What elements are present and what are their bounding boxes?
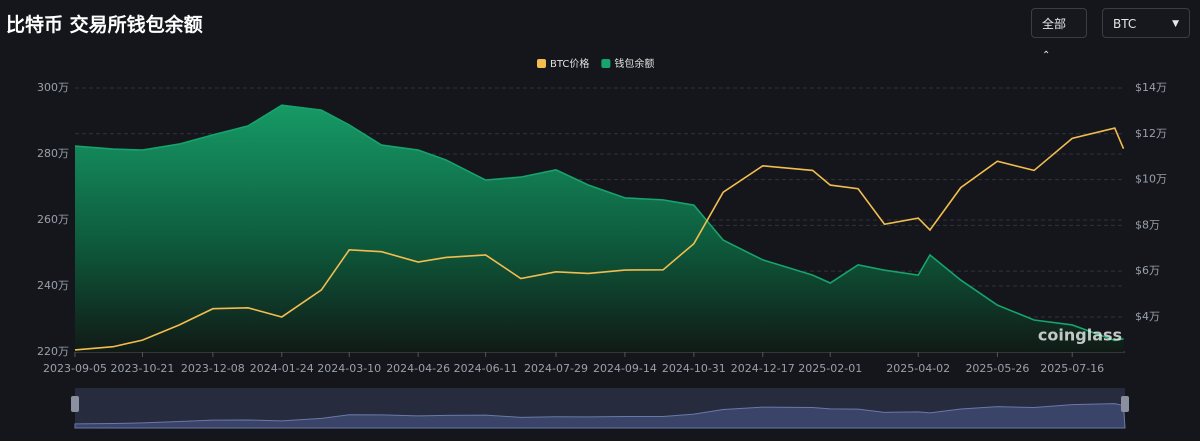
x-tick-label: 2024-06-11 xyxy=(454,362,518,375)
line xyxy=(74,104,1124,342)
x-tick-label: 2024-07-29 xyxy=(524,362,588,375)
range-select[interactable]: 全部 ⌃ xyxy=(1031,8,1087,61)
x-tick-label: 2025-05-26 xyxy=(965,362,1029,375)
navigator-area xyxy=(74,403,1126,429)
x-tick-label: 2024-12-17 xyxy=(731,362,795,375)
y-tick-label: 260万 xyxy=(37,213,69,226)
y2-tick-label: $14万 xyxy=(1135,81,1167,94)
x-tick-label: 2024-09-14 xyxy=(593,362,657,375)
legend-label: BTC价格 xyxy=(550,57,589,70)
y2-tick-label: $8万 xyxy=(1135,218,1160,231)
y2-tick-label: $12万 xyxy=(1135,127,1167,140)
y2-tick-label: $6万 xyxy=(1135,264,1160,277)
navigator-handle[interactable] xyxy=(1121,396,1129,412)
legend-swatch xyxy=(601,59,611,68)
legend-swatch xyxy=(537,59,546,68)
y-tick-label: 280万 xyxy=(37,147,69,160)
legend-label: 钱包余额 xyxy=(614,57,654,70)
line xyxy=(74,127,1125,351)
y-tick-label: 220万 xyxy=(37,345,69,358)
range-select-text: 全部 xyxy=(1042,17,1067,31)
area xyxy=(75,105,1124,352)
x-tick-label: 2025-07-16 xyxy=(1040,362,1104,375)
x-tick-label: 2024-10-31 xyxy=(662,362,726,375)
y-tick-label: 300万 xyxy=(37,81,69,94)
watermark: coinglass xyxy=(1038,326,1122,345)
y2-tick-label: $4万 xyxy=(1135,310,1160,323)
x-tick-label: 2024-01-24 xyxy=(250,362,314,375)
y2-tick-label: $10万 xyxy=(1135,173,1167,186)
x-tick-label: 2024-04-26 xyxy=(386,362,450,375)
x-tick-label: 2024-03-10 xyxy=(317,362,381,375)
x-tick-label: 2023-10-21 xyxy=(110,362,174,375)
x-tick-label: 2023-12-08 xyxy=(181,362,245,375)
x-tick-label: 2025-02-01 xyxy=(798,362,862,375)
navigator-handle[interactable] xyxy=(71,396,79,412)
coin-select[interactable]: BTC ▼ xyxy=(1102,8,1190,38)
x-tick-label: 2025-04-02 xyxy=(886,362,950,375)
x-tick-label: 2023-09-05 xyxy=(43,362,107,375)
coin-select-text: BTC xyxy=(1113,17,1137,31)
y-tick-label: 240万 xyxy=(37,279,69,292)
page-title: 比特币 交易所钱包余额 xyxy=(6,14,203,36)
